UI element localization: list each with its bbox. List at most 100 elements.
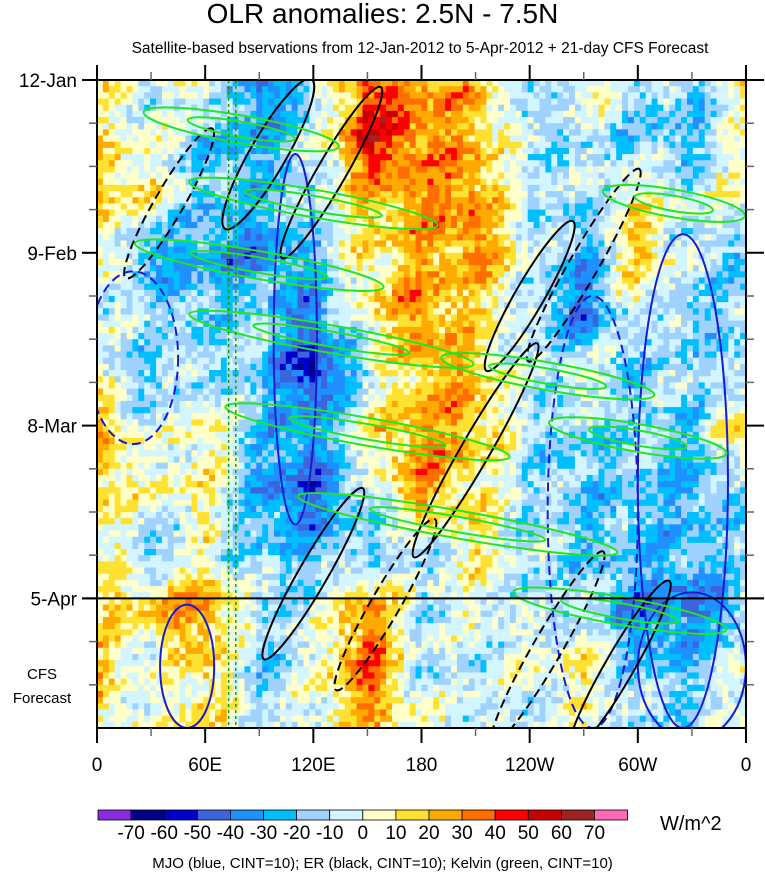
heatmap-cell: [704, 252, 712, 260]
heatmap-cell: [191, 302, 198, 309]
heatmap-cell: [144, 184, 151, 192]
heatmap-cell: [333, 104, 340, 112]
heatmap-cell: [704, 320, 712, 328]
heatmap-cell: [327, 228, 334, 235]
heatmap-cell: [439, 345, 446, 353]
heatmap-cell: [515, 80, 523, 87]
heatmap-cell: [563, 240, 570, 248]
heatmap-cell: [521, 203, 529, 211]
heatmap-cell: [185, 80, 192, 87]
heatmap-cell: [380, 123, 387, 130]
heatmap-cell: [427, 302, 434, 309]
heatmap-cell: [521, 135, 529, 143]
heatmap-cell: [510, 123, 517, 130]
heatmap-cell: [592, 191, 600, 198]
heatmap-cell: [297, 135, 305, 143]
heatmap-cell: [350, 228, 358, 235]
heatmap-cell: [722, 314, 729, 322]
heatmap-cell: [645, 203, 653, 211]
heatmap-cell: [297, 271, 305, 279]
heatmap-cell: [185, 234, 192, 242]
heatmap-cell: [197, 302, 204, 309]
heatmap-cell: [551, 308, 558, 316]
heatmap-cell: [215, 252, 222, 260]
heatmap-cell: [468, 104, 476, 112]
heatmap-cell: [250, 302, 257, 309]
heatmap-cell: [179, 184, 187, 192]
heatmap-cell: [356, 351, 364, 359]
heatmap-cell: [704, 258, 712, 266]
heatmap-cell: [409, 135, 417, 143]
heatmap-cell: [533, 333, 541, 340]
heatmap-cell: [480, 221, 487, 229]
heatmap-cell: [114, 320, 122, 328]
heatmap-cell: [268, 265, 275, 272]
heatmap-cell: [468, 271, 476, 279]
heatmap-cell: [132, 197, 139, 205]
heatmap-cell: [303, 203, 310, 211]
heatmap-cell: [102, 197, 110, 205]
heatmap-cell: [663, 339, 670, 346]
heatmap-cell: [486, 160, 493, 167]
heatmap-cell: [132, 98, 139, 106]
heatmap-cell: [126, 154, 133, 161]
heatmap-cell: [710, 86, 718, 93]
heatmap-cell: [403, 110, 411, 118]
heatmap-cell: [592, 166, 600, 174]
heatmap-cell: [445, 117, 452, 124]
heatmap-cell: [486, 110, 493, 118]
heatmap-cell: [126, 228, 133, 235]
heatmap-cell: [262, 265, 269, 272]
heatmap-cell: [203, 277, 210, 285]
heatmap-cell: [515, 326, 523, 334]
heatmap-cell: [285, 141, 293, 149]
heatmap-cell: [675, 147, 682, 155]
heatmap-cell: [108, 80, 116, 87]
heatmap-cell: [356, 197, 364, 205]
heatmap-cell: [173, 98, 181, 106]
heatmap-cell: [285, 333, 293, 340]
heatmap-cell: [315, 314, 322, 322]
heatmap-cell: [451, 326, 458, 334]
heatmap-cell: [350, 234, 358, 242]
heatmap-cell: [628, 271, 635, 279]
heatmap-cell: [592, 283, 600, 291]
heatmap-cell: [616, 326, 623, 334]
heatmap-cell: [598, 252, 605, 260]
heatmap-cell: [315, 203, 322, 211]
heatmap-cell: [97, 246, 104, 254]
heatmap-cell: [439, 283, 446, 291]
heatmap-cell: [580, 141, 588, 149]
heatmap-cell: [498, 184, 505, 192]
heatmap-cell: [681, 289, 688, 297]
heatmap-cell: [645, 215, 653, 223]
heatmap-cell: [533, 221, 541, 229]
heatmap-cell: [226, 228, 234, 235]
heatmap-cell: [144, 333, 151, 340]
heatmap-cell: [445, 308, 452, 316]
heatmap-cell: [203, 191, 210, 198]
heatmap-cell: [108, 123, 116, 130]
heatmap-cell: [403, 320, 411, 328]
heatmap-cell: [167, 320, 175, 328]
heatmap-cell: [309, 80, 316, 87]
heatmap-cell: [226, 154, 234, 161]
heatmap-cell: [580, 252, 588, 260]
heatmap-cell: [191, 141, 198, 149]
heatmap-cell: [445, 209, 452, 217]
heatmap-cell: [592, 172, 600, 180]
heatmap-cell: [362, 289, 369, 297]
heatmap-cell: [102, 172, 110, 180]
heatmap-cell: [533, 314, 541, 322]
heatmap-cell: [722, 123, 729, 130]
heatmap-cell: [439, 265, 446, 272]
heatmap-cell: [633, 160, 641, 167]
heatmap-cell: [480, 166, 487, 174]
heatmap-cell: [551, 265, 558, 272]
heatmap-cell: [687, 351, 694, 359]
heatmap-cell: [651, 129, 659, 137]
heatmap-cell: [521, 154, 529, 161]
heatmap-cell: [498, 308, 505, 316]
heatmap-cell: [150, 98, 157, 106]
heatmap-cell: [380, 117, 387, 124]
